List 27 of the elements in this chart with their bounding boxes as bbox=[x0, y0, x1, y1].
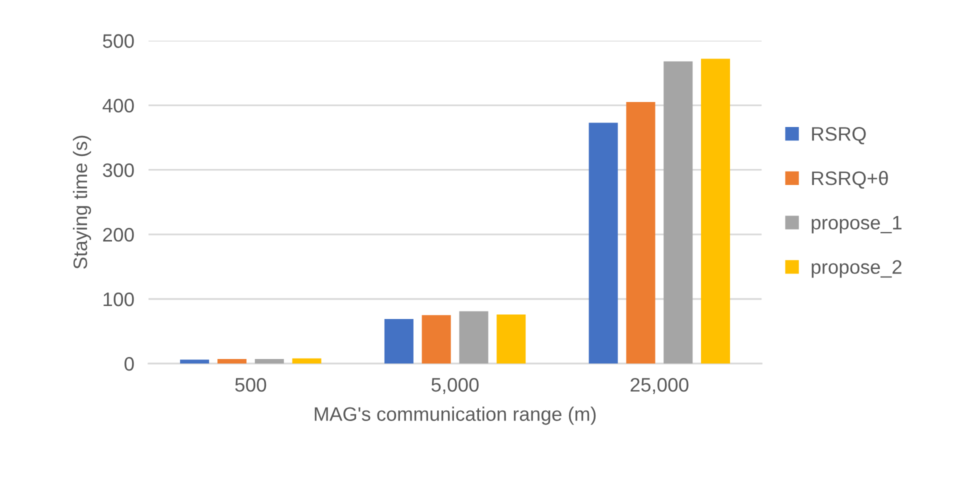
y-tick-label: 200 bbox=[103, 228, 134, 242]
bar bbox=[626, 102, 656, 364]
y-tick-label: 500 bbox=[102, 34, 134, 48]
bar bbox=[496, 314, 526, 364]
bar bbox=[217, 359, 246, 364]
y-tick-label: 300 bbox=[102, 163, 134, 178]
bar bbox=[384, 319, 414, 364]
legend-label: RSRQ+θ bbox=[812, 170, 888, 189]
x-tick-label: 500 bbox=[235, 378, 266, 392]
y-tick-label: 400 bbox=[102, 98, 134, 113]
bar bbox=[459, 311, 488, 364]
x-axis-title: MAG's communication range (m) bbox=[314, 406, 596, 425]
bar bbox=[701, 58, 730, 364]
bar bbox=[180, 360, 210, 364]
y-tick-label: 100 bbox=[104, 292, 134, 306]
legend-label: RSRQ bbox=[812, 127, 866, 144]
bar bbox=[588, 122, 618, 364]
y-tick-label: 0 bbox=[124, 357, 134, 371]
x-tick-label: 25,000 bbox=[630, 378, 688, 394]
legend-label: propose_2 bbox=[812, 260, 902, 278]
legend-label: propose_1 bbox=[812, 216, 902, 234]
bar bbox=[254, 359, 284, 364]
bar bbox=[422, 315, 451, 364]
bar bbox=[292, 358, 322, 364]
y-axis-title: Staying time (s) bbox=[72, 136, 92, 269]
x-tick-label: 5,000 bbox=[432, 378, 479, 394]
bar bbox=[664, 61, 693, 364]
